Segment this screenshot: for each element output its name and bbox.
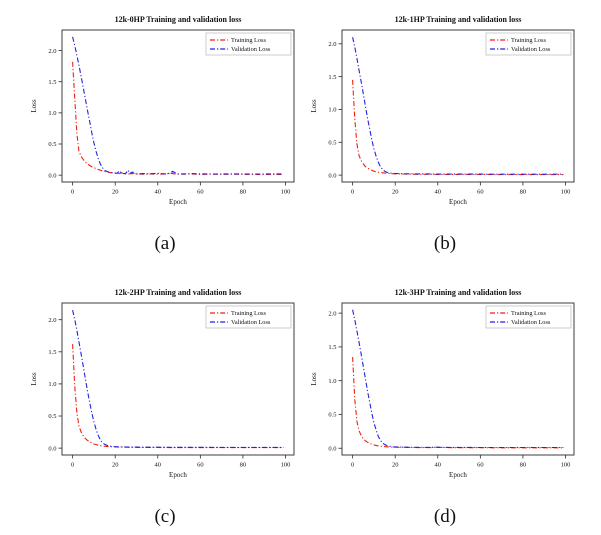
caption-a: (a) [154,233,176,254]
x-tick-label: 0 [351,189,354,196]
training-loss-line [72,61,284,175]
y-tick-label: 0.0 [328,445,336,452]
x-tick-label: 80 [240,462,247,469]
x-tick-label: 100 [561,462,571,469]
x-tick-label: 40 [155,462,162,469]
legend-validation-label: Validation Loss [511,46,551,53]
y-tick-label: 1.0 [328,107,336,114]
chart-b-training-validation-loss: 12k-1HP Training and validation loss 0.0 0… [310,15,575,206]
x-axis-label: Epoch [169,471,187,479]
y-axis-label: Loss [30,372,38,386]
y-tick-label: 0.5 [48,141,56,148]
y-tick-label: 0.5 [48,413,56,420]
y-tick-label: 1.0 [48,381,56,388]
legend-training-label: Training Loss [511,37,546,44]
training-loss-line [352,356,564,449]
training-loss-line [352,79,564,176]
figure-cell-a: 12k-0HP Training and validation loss 0.0 0… [26,10,304,255]
y-axis-label: Loss [310,372,318,386]
y-tick-label: 0.0 [328,172,336,179]
chart-d-training-validation-loss: 12k-3HP Training and validation loss 0.0 0… [310,288,575,479]
validation-loss-line [352,37,564,175]
x-tick-label: 60 [197,462,204,469]
figure-cell-d: 12k-3HP Training and validation loss 0.0 0… [306,283,584,528]
x-tick-label: 100 [561,189,571,196]
legend-validation-label: Validation Loss [511,319,551,326]
y-tick-label: 2.0 [328,310,336,317]
x-tick-label: 100 [281,462,291,469]
validation-loss-line [72,309,284,448]
x-tick-label: 100 [281,189,291,196]
x-tick-label: 40 [155,189,162,196]
figure-cell-c: 12k-2HP Training and validation loss 0.0 0… [26,283,304,528]
caption-b: (b) [433,233,457,254]
axes-frame [341,302,575,456]
y-tick-label: 1.5 [328,344,336,351]
y-tick-label: 2.0 [48,48,56,55]
legend-training-label: Training Loss [231,310,266,317]
y-tick-label: 1.5 [48,79,56,86]
validation-loss-line [72,36,284,175]
y-tick-label: 0.0 [48,445,56,452]
x-tick-label: 20 [112,462,119,469]
x-tick-label: 20 [392,462,399,469]
x-tick-label: 0 [351,462,354,469]
legend-training-label: Training Loss [511,310,546,317]
validation-loss-line [352,309,564,449]
y-tick-label: 2.0 [328,41,336,48]
y-tick-label: 1.5 [48,349,56,356]
x-tick-label: 0 [71,462,74,469]
x-tick-label: 60 [477,462,484,469]
axes-frame [61,29,295,183]
x-axis-label: Epoch [449,198,467,206]
legend-validation-label: Validation Loss [231,319,271,326]
chart-a-training-validation-loss: 12k-0HP Training and validation loss 0.0 0… [30,15,295,206]
x-axis-label: Epoch [449,471,467,479]
y-tick-label: 0.5 [328,412,336,419]
chart-title: 12k-2HP Training and validation loss [115,288,242,297]
chart-title: 12k-0HP Training and validation loss [115,15,242,24]
y-tick-label: 1.0 [48,110,56,117]
y-tick-label: 2.0 [48,317,56,324]
x-tick-label: 40 [435,189,442,196]
y-tick-label: 0.0 [48,172,56,179]
x-tick-label: 20 [112,189,119,196]
x-tick-label: 80 [520,189,527,196]
x-tick-label: 80 [240,189,247,196]
training-loss-line [72,344,284,449]
chart-title: 12k-3HP Training and validation loss [395,288,522,297]
x-tick-label: 40 [435,462,442,469]
legend-training-label: Training Loss [231,37,266,44]
y-axis-label: Loss [30,99,38,113]
y-tick-label: 1.0 [328,378,336,385]
figure-cell-b: 12k-1HP Training and validation loss 0.0 0… [306,10,584,255]
axes-frame [341,29,575,183]
y-axis-label: Loss [310,99,318,113]
x-tick-label: 0 [71,189,74,196]
axes-frame [61,302,295,456]
caption-d: (d) [433,506,457,527]
y-tick-label: 1.5 [328,74,336,81]
x-tick-label: 60 [197,189,204,196]
x-tick-label: 20 [392,189,399,196]
x-tick-label: 80 [520,462,527,469]
chart-c-training-validation-loss: 12k-2HP Training and validation loss 0.0 0… [30,288,295,479]
y-tick-label: 0.5 [328,139,336,146]
x-tick-label: 60 [477,189,484,196]
caption-c: (c) [154,506,176,527]
x-axis-label: Epoch [169,198,187,206]
chart-title: 12k-1HP Training and validation loss [395,15,522,24]
legend-validation-label: Validation Loss [231,46,271,53]
